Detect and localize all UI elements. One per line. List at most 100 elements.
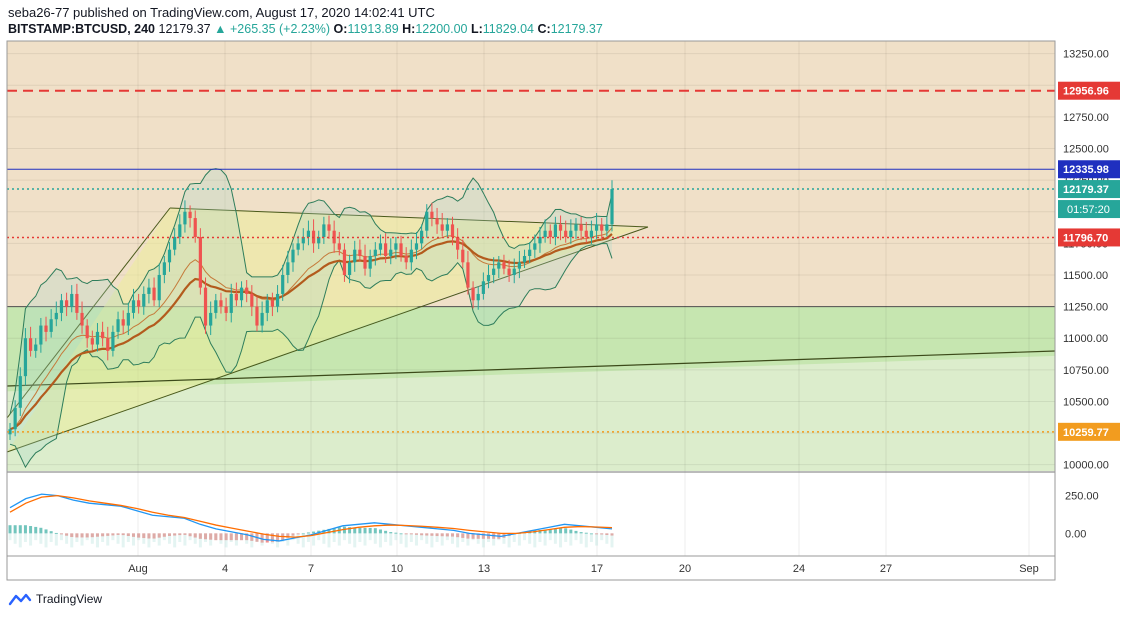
candle (198, 228, 202, 295)
macd-histogram-bar (610, 533, 614, 536)
volume-bar (435, 533, 439, 542)
candle-body (358, 249, 362, 256)
candle (430, 202, 434, 227)
candle-body (250, 293, 254, 307)
macd-histogram-bar (466, 533, 470, 539)
macd-histogram-bar (234, 533, 238, 541)
candle-body (564, 230, 568, 238)
candle-body (167, 249, 172, 263)
macd-histogram-bar (101, 533, 105, 537)
volume-bar (404, 533, 408, 548)
candle (373, 242, 377, 266)
macd-histogram-bar (595, 533, 599, 535)
volume-bar (70, 533, 74, 548)
symbol-label[interactable]: BITSTAMP:BTCUSD, 240 (8, 22, 156, 36)
candle-body (183, 211, 187, 225)
volume-bar (399, 533, 403, 544)
close-label: C: (537, 22, 551, 36)
candle-body (147, 287, 151, 294)
candle (157, 263, 161, 308)
candle (281, 264, 285, 301)
candle-body (85, 325, 89, 339)
macd-histogram-bar (312, 531, 316, 534)
volume-bar (18, 533, 22, 548)
volume-bar (363, 533, 367, 546)
macd-histogram-bar (229, 533, 233, 541)
candle (131, 288, 136, 319)
price-level-badge (1058, 180, 1120, 199)
macd-histogram-bar (543, 529, 547, 534)
macd-histogram-bar (553, 528, 557, 534)
candle-body (605, 224, 609, 231)
volume-bar (270, 533, 274, 544)
candle-body (116, 319, 120, 332)
candle (188, 205, 192, 228)
macd-histogram-bar (270, 533, 274, 543)
macd-histogram-bar (173, 533, 177, 536)
candle-body (548, 230, 552, 238)
macd-histogram-bar (240, 533, 244, 541)
candle-body (332, 230, 336, 244)
candle-body (533, 243, 537, 250)
candle (435, 207, 439, 234)
volume-bar (23, 533, 27, 542)
candle (512, 258, 516, 284)
candle-body (8, 429, 12, 435)
candle-body (384, 243, 388, 256)
candle-body (203, 287, 208, 326)
countdown-badge (1058, 200, 1120, 219)
volume-bar (142, 533, 146, 544)
volume-bar (548, 533, 552, 541)
candle (183, 200, 187, 233)
volume-bar (59, 533, 63, 541)
volume-bar (584, 533, 588, 548)
candle-body (558, 224, 563, 231)
volume-bar (517, 533, 521, 546)
candle-body (121, 319, 125, 326)
candle-body (95, 331, 100, 345)
high-value: 12200.00 (415, 22, 468, 36)
candle (224, 297, 228, 322)
candle (450, 216, 455, 246)
price-change: +265.35 (+2.23%) (229, 22, 331, 36)
candle-body (255, 306, 259, 326)
candle (70, 285, 74, 313)
candle (363, 244, 367, 276)
macd-histogram-bar (564, 528, 568, 534)
candle (543, 219, 547, 243)
candle-body (497, 262, 501, 269)
macd-histogram-bar (29, 526, 33, 534)
candle-body (209, 312, 213, 326)
candle (414, 231, 419, 260)
macd-histogram-bar (425, 533, 429, 536)
macd-histogram-bar (276, 533, 280, 542)
volume-bar (168, 533, 172, 544)
candle-body (543, 230, 547, 238)
macd-histogram-bar (574, 530, 578, 534)
macd-histogram-bar (358, 527, 362, 534)
tradingview-brand[interactable]: TradingView (36, 592, 103, 606)
candle (533, 234, 537, 258)
volume-bar (543, 533, 547, 546)
candle-body (409, 249, 413, 263)
candle-body (435, 218, 439, 225)
candle-body (476, 293, 480, 301)
wedge-left-line (6, 207, 171, 419)
volume-bar (106, 533, 110, 546)
volume-bar (188, 533, 192, 541)
candle (347, 254, 352, 284)
macd-histogram-bar (188, 533, 192, 537)
macd-histogram-bar (162, 533, 166, 537)
volume-bar (34, 533, 38, 541)
candle-body (260, 312, 264, 326)
candle (492, 257, 496, 284)
volume-bar (507, 533, 511, 548)
volume-bar (574, 533, 578, 541)
candle (466, 250, 470, 295)
price-level-label: 10259.77 (1063, 427, 1109, 439)
candle (245, 280, 249, 303)
macd-histogram-bar (440, 533, 444, 537)
macd-histogram-bar (559, 528, 563, 534)
volume-bar (178, 533, 182, 542)
